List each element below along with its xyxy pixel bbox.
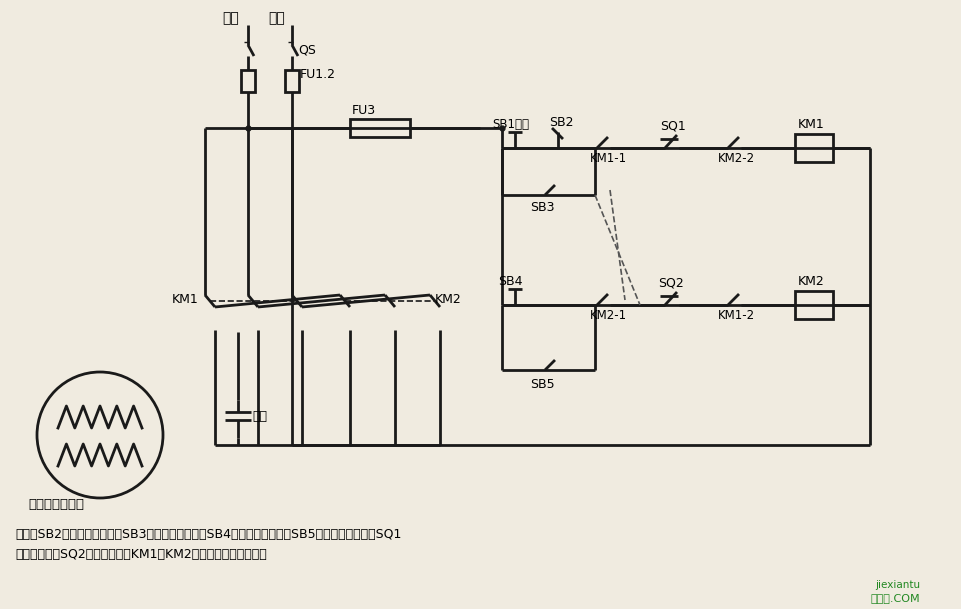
Text: KM1-2: KM1-2 <box>717 309 754 322</box>
Bar <box>794 134 832 162</box>
Text: SQ1: SQ1 <box>659 119 685 133</box>
Bar <box>284 70 299 92</box>
Text: KM2: KM2 <box>798 275 824 287</box>
Bar <box>350 119 409 137</box>
Text: 电容: 电容 <box>252 409 267 423</box>
Text: SQ2: SQ2 <box>657 276 683 289</box>
Text: SB4: SB4 <box>498 275 522 287</box>
Text: KM1: KM1 <box>172 292 199 306</box>
Text: FU1.2: FU1.2 <box>300 68 335 80</box>
Text: KM1-1: KM1-1 <box>589 152 627 164</box>
Bar <box>241 70 255 92</box>
Text: QS: QS <box>298 43 315 57</box>
Text: KM2-1: KM2-1 <box>589 309 627 322</box>
Text: FU3: FU3 <box>352 104 376 116</box>
Text: 火线: 火线 <box>222 11 238 25</box>
Text: KM1: KM1 <box>798 118 824 130</box>
Text: SB5: SB5 <box>530 378 554 390</box>
Text: KM2: KM2 <box>434 292 461 306</box>
Text: jiexiantu: jiexiantu <box>874 580 919 590</box>
Text: 零线: 零线 <box>268 11 284 25</box>
Text: SB2: SB2 <box>549 116 573 128</box>
Text: SB1停止: SB1停止 <box>491 118 529 130</box>
Text: KM2-2: KM2-2 <box>717 152 754 164</box>
Text: 接线图.COM: 接线图.COM <box>870 593 919 603</box>
Text: 说明：SB2为上升启动按钮，SB3为上升点动按钮，SB4为下降启动按钮，SB5为下降点动按钮；SQ1: 说明：SB2为上升启动按钮，SB3为上升点动按钮，SB4为下降启动按钮，SB5为… <box>15 528 401 541</box>
Text: 单相电容电动机: 单相电容电动机 <box>28 499 84 512</box>
Bar <box>794 291 832 319</box>
Text: 为最高限位，SQ2为最低限位。KM1、KM2可用中间继电器代替。: 为最高限位，SQ2为最低限位。KM1、KM2可用中间继电器代替。 <box>15 548 266 561</box>
Text: SB3: SB3 <box>530 200 554 214</box>
